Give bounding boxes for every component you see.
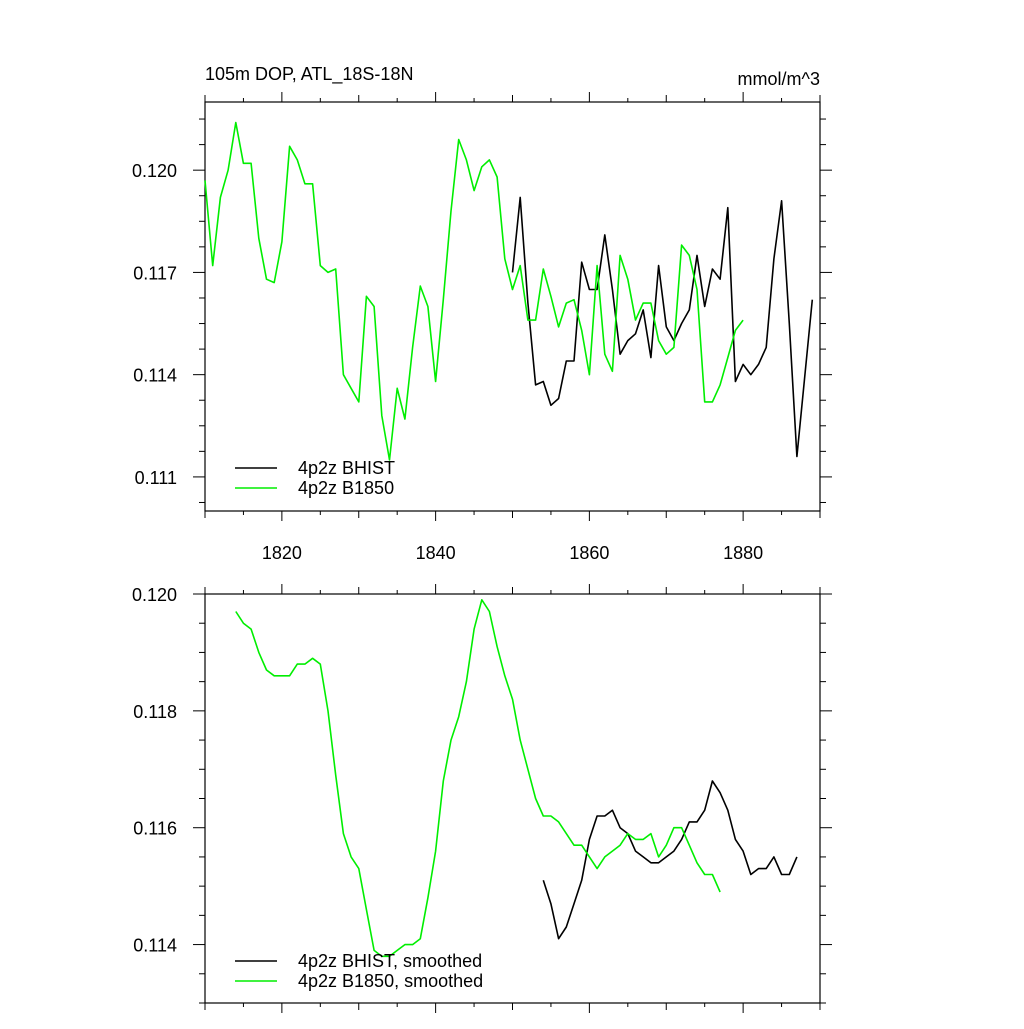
legend-label: 4p2z BHIST, smoothed bbox=[298, 951, 482, 971]
plot-frame bbox=[204, 593, 821, 1004]
x-tick-label: 1880 bbox=[723, 543, 763, 563]
y-tick-label: 0.114 bbox=[133, 936, 177, 956]
chart-panel-1: 1820 1840 1860 1880 0.111 0.114 0.117 0.120 105m… bbox=[132, 64, 832, 563]
plot-frame bbox=[204, 101, 821, 512]
series-line-b1850 bbox=[235, 598, 721, 958]
y-tick-label: 0.120 bbox=[132, 161, 177, 181]
x-tick-label: 1860 bbox=[569, 543, 609, 563]
y-tick-label: 0.114 bbox=[133, 366, 177, 386]
legend-label: 4p2z BHIST bbox=[298, 458, 395, 478]
series-line-bhist bbox=[511, 196, 814, 458]
y-tick-label: 0.118 bbox=[133, 702, 177, 722]
chart-panel-2: 0.114 0.116 0.118 0.120 4p2z BHIST, smoothed… bbox=[132, 584, 832, 1013]
series-line-b1850 bbox=[204, 121, 744, 461]
chart-title: 105m DOP, ATL_18S-18N bbox=[205, 64, 413, 85]
x-tick-label: 1840 bbox=[416, 543, 456, 563]
y-tick-label: 0.111 bbox=[135, 468, 177, 488]
x-tick-label: 1820 bbox=[262, 543, 302, 563]
y-tick-label: 0.116 bbox=[133, 819, 177, 839]
y-tick-label: 0.117 bbox=[133, 263, 177, 283]
legend-label: 4p2z B1850, smoothed bbox=[298, 971, 483, 991]
legend-label: 4p2z B1850 bbox=[298, 478, 394, 498]
units-label: mmol/m^3 bbox=[738, 69, 820, 89]
series-line-bhist bbox=[542, 780, 798, 940]
y-tick-label: 0.120 bbox=[132, 585, 177, 605]
